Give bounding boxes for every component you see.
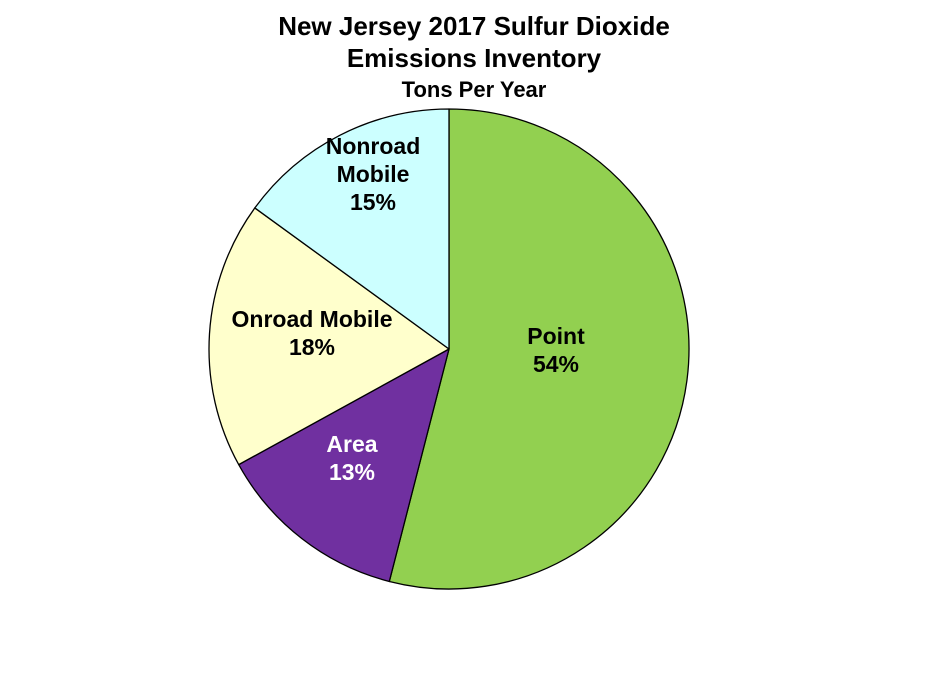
slice-label-onroad-mobile: Onroad Mobile — [232, 306, 393, 332]
slice-label-area: Area — [326, 431, 377, 457]
chart-subtitle: Tons Per Year — [401, 77, 547, 102]
slice-label-nonroad-mobile: Nonroad — [326, 133, 421, 159]
pie-slice-point — [388, 108, 690, 590]
pie-slice-nonroad-mobile — [254, 108, 450, 350]
slice-label-point: Point — [527, 323, 585, 349]
slice-percent-nonroad-mobile: 15% — [350, 189, 396, 215]
slice-label-nonroad-mobile: Mobile — [337, 161, 410, 187]
pie-slice-onroad-mobile — [208, 207, 450, 466]
pie-slice-area — [238, 348, 450, 583]
slice-percent-onroad-mobile: 18% — [289, 334, 335, 360]
chart-title-line-1: New Jersey 2017 Sulfur Dioxide — [278, 11, 670, 41]
chart-title-line-2: Emissions Inventory — [346, 43, 602, 73]
slice-percent-point: 54% — [533, 351, 579, 377]
slice-percent-area: 13% — [329, 459, 375, 485]
